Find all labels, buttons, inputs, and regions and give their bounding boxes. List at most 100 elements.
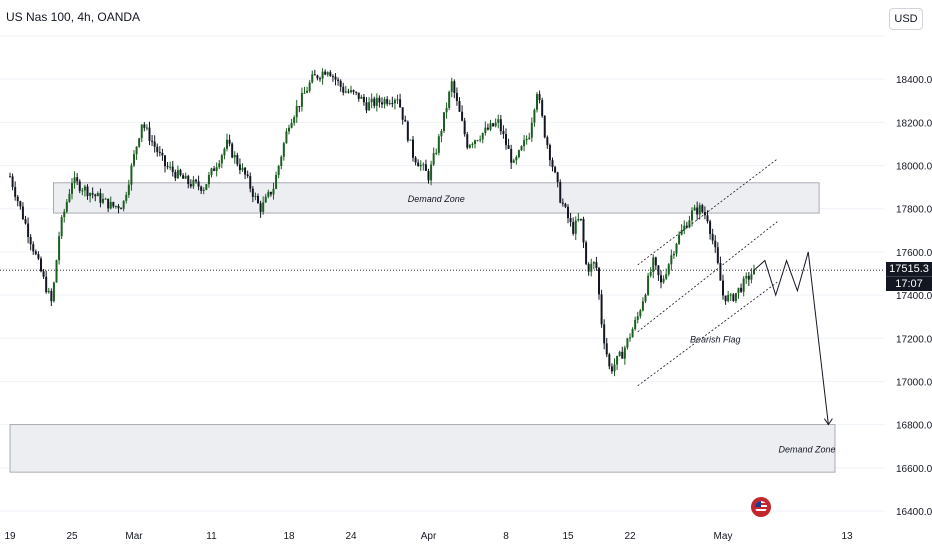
channel-line-lower [637, 281, 778, 387]
candle [233, 151, 236, 164]
candle [502, 125, 505, 139]
candle [629, 333, 631, 342]
bearish-flag-label: Bearish Flag [690, 335, 741, 345]
candle [357, 92, 360, 102]
candle-body [324, 71, 327, 75]
candle [711, 228, 714, 245]
candle-body [347, 91, 350, 93]
candle-body [316, 75, 319, 79]
candle [631, 327, 634, 338]
candle-body [350, 90, 352, 93]
candle-body [507, 145, 510, 149]
candle-body [42, 271, 45, 277]
candle-body [494, 122, 497, 127]
candle [662, 275, 665, 284]
candle [331, 74, 334, 82]
candle-body [747, 275, 750, 280]
candle [569, 212, 572, 227]
candle-body [63, 211, 66, 218]
candle [140, 124, 143, 143]
candle [275, 171, 278, 190]
candle [665, 268, 668, 281]
candle [78, 179, 81, 194]
candle-body [153, 141, 156, 147]
candle-body [223, 148, 226, 156]
candle-body [670, 255, 673, 265]
candle-body [257, 195, 259, 204]
candle-body [732, 294, 735, 301]
bearish-flag-channel [637, 158, 778, 387]
candle-body [133, 154, 135, 166]
candle [295, 99, 298, 123]
candle [683, 220, 686, 235]
candle-body [321, 71, 324, 79]
us-flag-icon[interactable] [751, 497, 771, 517]
candle [414, 156, 417, 166]
candle [184, 172, 187, 179]
candle [368, 97, 371, 111]
candle-body [249, 176, 252, 189]
candle-body [339, 80, 342, 87]
candle [688, 215, 691, 229]
candle [512, 158, 515, 164]
chart-labels: Demand Zone Demand Zone Bearish Flag [408, 194, 836, 454]
currency-button[interactable]: USD [889, 8, 923, 30]
candle [207, 171, 210, 188]
candle-body [127, 184, 130, 195]
candle [577, 212, 580, 222]
candle [179, 168, 182, 177]
candle [226, 133, 228, 152]
y-tick-label: 17200.0 [896, 334, 932, 345]
candle [50, 288, 53, 307]
candle-body [200, 186, 203, 191]
candle [313, 69, 316, 76]
candle-body [585, 242, 588, 265]
x-tick-label: 18 [283, 531, 295, 542]
candle [215, 162, 218, 177]
candle-body [34, 251, 37, 255]
candle-body [569, 218, 572, 223]
candle [641, 297, 644, 312]
candle [189, 179, 192, 189]
candle [71, 178, 73, 200]
candle-body [419, 164, 422, 167]
candle [29, 234, 32, 251]
candle-body [517, 150, 520, 158]
candle-body [298, 106, 301, 108]
candle [11, 173, 14, 191]
candle-body [424, 164, 427, 171]
demand-zone-label: Demand Zone [778, 444, 835, 454]
candle [424, 159, 427, 172]
candle-body [541, 100, 544, 116]
candle-body [667, 264, 670, 275]
candle [616, 355, 619, 370]
candle [696, 201, 699, 221]
candle [732, 292, 735, 302]
candle [319, 76, 321, 82]
candle-body [750, 274, 753, 280]
candle-body [430, 164, 433, 181]
candle-body [293, 117, 296, 123]
candle-body [486, 127, 489, 130]
candle [347, 88, 350, 94]
candle [747, 272, 750, 287]
candle-body [450, 81, 453, 92]
candle [453, 79, 456, 99]
candle-body [481, 133, 484, 140]
candle-body [112, 202, 115, 207]
candle [187, 174, 190, 189]
current-price-tag: 17515.3 17:07 [886, 262, 932, 291]
candle [251, 186, 254, 203]
candle-body [275, 175, 278, 189]
candle-body [73, 177, 76, 184]
candle-body [543, 115, 546, 138]
candle [375, 93, 378, 112]
candle-body [502, 131, 505, 135]
candle [455, 87, 458, 106]
candle [598, 266, 600, 300]
candle [649, 267, 652, 278]
candle-body [592, 262, 595, 264]
candle [257, 193, 259, 204]
candle [595, 256, 598, 271]
